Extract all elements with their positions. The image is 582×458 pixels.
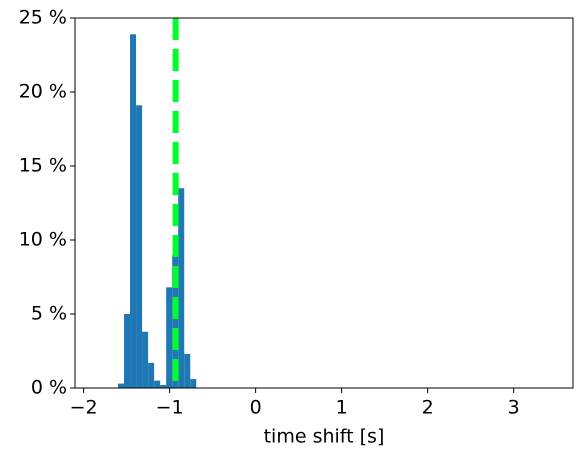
- bar: [178, 188, 185, 388]
- bar: [172, 254, 179, 388]
- bar: [130, 34, 137, 388]
- x-tick-label: 2: [422, 397, 434, 419]
- x-tick-label: 3: [508, 397, 520, 419]
- bar: [148, 362, 155, 388]
- bar: [160, 385, 167, 388]
- y-tick-label: 15 %: [19, 155, 67, 177]
- bar: [154, 380, 161, 388]
- x-tick-label: 1: [336, 397, 348, 419]
- y-tick-label: 20 %: [19, 81, 67, 103]
- x-tick-label: −1: [156, 397, 184, 419]
- bar: [142, 331, 149, 388]
- y-tick-label: 5 %: [31, 303, 67, 325]
- bar: [166, 287, 173, 388]
- x-axis-label: time shift [s]: [264, 426, 385, 448]
- x-tick-label: −2: [70, 397, 98, 419]
- x-tick-label: 0: [250, 397, 262, 419]
- y-tick-label: 0 %: [31, 377, 67, 399]
- plot-frame: [74, 17, 574, 389]
- bar: [184, 353, 191, 388]
- y-tick-label: 25 %: [19, 7, 67, 29]
- bar: [190, 379, 197, 388]
- bar: [124, 314, 131, 388]
- y-tick-label: 10 %: [19, 229, 67, 251]
- bar: [118, 383, 125, 388]
- bar: [136, 105, 143, 388]
